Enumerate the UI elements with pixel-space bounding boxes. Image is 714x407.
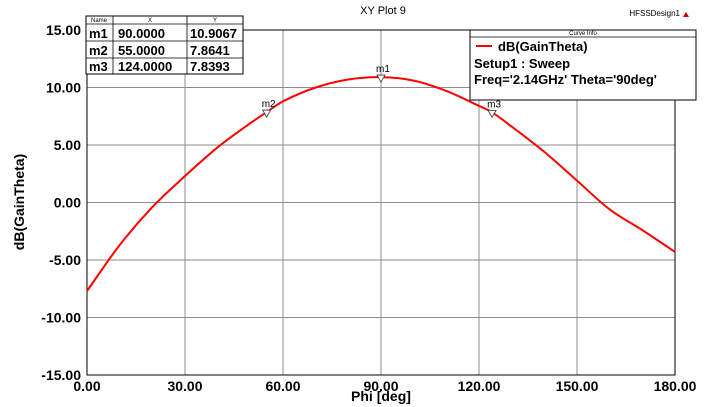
y-tick-label: 15.00 [46, 22, 81, 38]
y-tick-label: 0.00 [54, 195, 81, 211]
y-tick-label: -5.00 [49, 252, 81, 268]
y-tick-label: -10.00 [41, 310, 81, 326]
marker-label: m3 [487, 99, 501, 110]
x-tick-label: 150.00 [556, 378, 599, 394]
marker-col-y: Y [213, 18, 217, 24]
marker-row-y: 10.9067 [190, 26, 237, 41]
marker-row-name: m3 [89, 59, 108, 74]
y-tick-label: 5.00 [54, 137, 81, 153]
design-name: HFSSDesign1 [629, 9, 680, 18]
marker-table-frame [85, 15, 244, 75]
x-tick-label: 0.00 [73, 378, 100, 394]
marker-row-name: m2 [89, 43, 108, 58]
tick-labels: 0.00 30.00 60.00 90.00 120.00 150.00 180.00 15.… [41, 22, 696, 394]
marker-row-name: m1 [89, 26, 108, 41]
design-warning-icon [683, 12, 689, 17]
marker-triangle [487, 109, 497, 119]
y-axis-label: dB(GainTheta) [11, 154, 27, 250]
marker-row-x: 55.0000 [118, 43, 165, 58]
marker-row-y: 7.8641 [190, 43, 230, 58]
y-tick-label: 10.00 [46, 80, 81, 96]
marker-row-x: 124.0000 [118, 59, 172, 74]
x-tick-label: 90.00 [363, 378, 398, 394]
marker-triangle [261, 109, 272, 118]
markers-layer: m1 m2 m3 [261, 64, 501, 119]
y-tick-label: -15.00 [41, 367, 81, 383]
legend-entry: Setup1 : Sweep [474, 56, 570, 71]
legend: Curve Info dB(GainTheta) Setup1 : Sweep … [469, 29, 697, 101]
marker-label: m1 [376, 64, 390, 75]
x-tick-label: 30.00 [167, 378, 202, 394]
marker-col-x: X [148, 18, 152, 24]
x-tick-label: 120.00 [458, 378, 501, 394]
chart-title: XY Plot 9 [360, 5, 406, 17]
legend-frame [469, 29, 697, 101]
marker-row-y: 7.8393 [190, 59, 230, 74]
marker-table: Name X Y m1 90.0000 10.9067 m2 55.0000 7… [85, 15, 244, 75]
marker-row-x: 90.0000 [118, 26, 165, 41]
marker-triangle [376, 74, 386, 83]
marker-label: m2 [262, 99, 276, 110]
legend-entry: Freq='2.14GHz' Theta='90deg' [474, 72, 657, 87]
legend-header: Curve Info [569, 31, 597, 37]
legend-entry: dB(GainTheta) [498, 39, 588, 54]
marker-col-name: Name [91, 18, 108, 24]
x-axis-label: Phi [deg] [351, 388, 411, 404]
x-tick-label: 60.00 [265, 378, 300, 394]
x-tick-label: 180.00 [654, 378, 697, 394]
plot-frame [86, 29, 676, 376]
